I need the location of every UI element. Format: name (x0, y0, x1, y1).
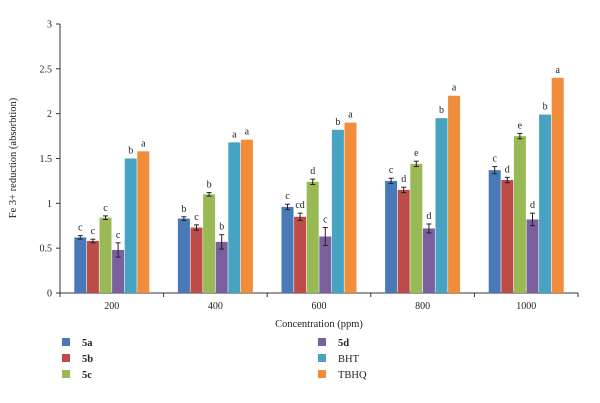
significance-label: e (518, 120, 523, 131)
bar-5c-200 (99, 217, 112, 293)
bar-tbhq-1000 (551, 77, 564, 293)
y-tick-label: 1.5 (40, 154, 53, 165)
bar-tbhq-600 (344, 122, 357, 293)
significance-label: b (335, 117, 340, 128)
significance-label: d (426, 211, 431, 222)
x-tick-label: 400 (208, 301, 223, 312)
y-axis-title: Fe 3+ reduction (absorbtion) (8, 97, 19, 218)
bar-5d-200 (112, 249, 125, 293)
bar-5c-1000 (513, 136, 526, 293)
significance-label: b (181, 204, 186, 215)
significance-label: e (414, 148, 419, 159)
legend-label-5d: 5d (338, 338, 349, 349)
significance-label: d (310, 166, 315, 177)
x-tick-label: 800 (415, 301, 430, 312)
bar-5a-1000 (488, 170, 501, 293)
bar-5a-200 (74, 237, 87, 293)
significance-label: c (116, 230, 121, 241)
significance-label: a (348, 110, 353, 121)
bar-5d-1000 (526, 219, 539, 293)
significance-label: c (194, 212, 199, 223)
significance-label: c (91, 226, 96, 237)
bar-bht-600 (331, 129, 344, 293)
significance-label: c (323, 215, 328, 226)
y-tick-label: 3 (47, 20, 52, 31)
legend-swatch-5d (318, 338, 326, 346)
x-tick-label: 200 (104, 301, 119, 312)
x-axis-title: Concentration (ppm) (275, 319, 363, 330)
significance-label: c (492, 154, 497, 165)
legend-swatch-5a (62, 338, 70, 346)
significance-label: cd (295, 200, 304, 211)
bar-5b-400 (190, 227, 203, 293)
bar-bht-200 (124, 158, 137, 293)
significance-label: a (245, 127, 250, 138)
bar-5d-600 (319, 236, 332, 293)
bar-5b-600 (294, 216, 307, 293)
legend-label-bht: BHT (338, 354, 360, 365)
bar-bht-1000 (539, 114, 552, 294)
y-tick-label: 1 (47, 199, 52, 210)
y-tick-label: 2.5 (40, 64, 53, 75)
significance-label: a (555, 65, 560, 76)
significance-label: d (505, 164, 510, 175)
legend-swatch-5c (62, 370, 70, 378)
y-tick-label: 0.5 (40, 244, 53, 255)
error-bars (77, 132, 535, 258)
legend-label-5b: 5b (82, 354, 93, 365)
bar-5c-600 (306, 181, 319, 293)
x-tick-label: 600 (312, 301, 327, 312)
significance-label: b (128, 146, 133, 157)
significance-label: a (232, 129, 237, 140)
bars (74, 77, 564, 294)
bar-5b-800 (397, 189, 410, 293)
bar-5c-800 (410, 163, 423, 293)
legend-label-tbhq: TBHQ (338, 370, 367, 381)
legend-label-5c: 5c (82, 370, 92, 381)
bar-5a-400 (177, 218, 190, 293)
bar-bht-800 (435, 118, 448, 294)
legend-swatch-tbhq (318, 370, 326, 378)
legend: 5a 5b 5c 5d BHT TBHQ (62, 338, 367, 381)
significance-label: b (543, 102, 548, 113)
significance-label: c (285, 191, 290, 202)
x-ticks: 200 400 600 800 1000 (59, 293, 579, 312)
bar-bht-400 (228, 142, 241, 293)
x-tick-label: 1000 (516, 301, 536, 312)
bar-5a-600 (281, 206, 294, 293)
legend-swatch-5b (62, 354, 70, 362)
bar-5a-800 (385, 180, 398, 293)
significance-label: a (452, 83, 457, 94)
bar-5b-200 (86, 240, 99, 293)
bar-tbhq-800 (448, 95, 461, 293)
legend-swatch-bht (318, 354, 326, 362)
bar-tbhq-400 (240, 139, 253, 293)
significance-label: d (530, 200, 535, 211)
y-tick-label: 0 (47, 289, 52, 300)
significance-label: b (219, 222, 224, 233)
bar-5b-1000 (501, 180, 514, 293)
significance-label: c (389, 165, 394, 176)
bar-5c-400 (203, 194, 216, 293)
legend-label-5a: 5a (82, 338, 93, 349)
bar-tbhq-200 (137, 151, 150, 293)
bar-5d-800 (422, 228, 435, 293)
significance-label: c (103, 203, 108, 214)
significance-label: b (207, 180, 212, 191)
y-tick-label: 2 (47, 109, 52, 120)
significance-label: b (439, 105, 444, 116)
significance-label: c (78, 223, 83, 234)
significance-label: a (141, 138, 146, 149)
bar-5d-400 (215, 241, 228, 293)
y-ticks: 0 0.5 1 1.5 2 2.5 3 (40, 20, 60, 300)
significance-label: d (401, 174, 406, 185)
